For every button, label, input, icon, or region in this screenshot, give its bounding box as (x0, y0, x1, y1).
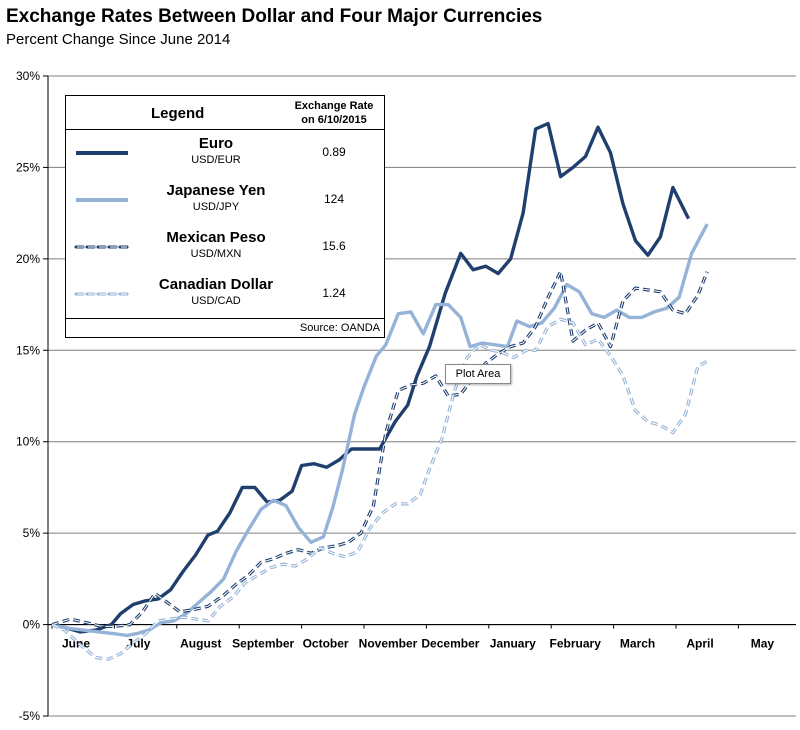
y-tick-labels: -5% 0% 5% 10% 15% 20% 25% 30% (16, 69, 40, 723)
legend-pair: USD/JPY (192, 201, 240, 213)
legend-swatch-euro (76, 151, 128, 155)
legend-swatch-cad (74, 292, 130, 296)
y-tick-label: 10% (16, 435, 40, 449)
series-line-inner-canadian-dollar (51, 318, 708, 660)
legend-swatch-yen (76, 198, 128, 202)
y-tick-label: 5% (23, 526, 41, 540)
series-lines (51, 121, 709, 661)
y-tick-label: -5% (19, 709, 41, 723)
series-line-inner-mexican-peso (51, 271, 708, 627)
x-tick-label: August (180, 637, 221, 651)
series-line-euro (51, 121, 691, 634)
x-tick-label: July (126, 637, 150, 651)
legend-source: Source: OANDA (66, 318, 384, 338)
x-tick-label: May (751, 637, 775, 651)
axes (43, 75, 796, 717)
x-tick-label: June (62, 637, 90, 651)
x-tick-label: January (490, 637, 536, 651)
legend-swatch-peso (74, 245, 130, 249)
x-tick-labels: June July August September October November De… (62, 637, 774, 651)
x-tick-label: September (232, 637, 294, 651)
legend-pair: USD/CAD (191, 295, 241, 307)
legend-rate: 1.24 (322, 286, 346, 300)
legend-name: Euro (198, 135, 234, 152)
legend-row-peso: Mexican Peso USD/MXN 15.6 (66, 224, 384, 272)
x-tick-label: December (421, 637, 479, 651)
source-text: Source: OANDA (299, 322, 380, 334)
y-tick-label: 20% (16, 252, 40, 266)
legend-rate-heading-line1: Exchange Rate (294, 100, 374, 112)
legend-rate: 0.89 (322, 145, 346, 159)
x-tick-label: February (550, 637, 602, 651)
x-tick-label: March (620, 637, 655, 651)
y-tick-label: 25% (16, 160, 40, 174)
legend-row-euro: Euro USD/EUR 0.89 (66, 130, 384, 178)
legend-pair: USD/EUR (191, 154, 241, 166)
series-line-canadian-dollar (51, 317, 708, 661)
x-tick-label: October (303, 637, 349, 651)
y-tick-label: 0% (23, 618, 41, 632)
series-line-japanese-yen (51, 223, 709, 638)
legend-box[interactable]: Legend Exchange Rate on 6/10/2015 Euro U… (65, 95, 385, 338)
legend-rate: 124 (323, 192, 345, 206)
legend-pair: USD/MXN (190, 248, 242, 260)
plot-area-tooltip: Plot Area (445, 364, 511, 384)
legend-name: Canadian Dollar (158, 276, 274, 293)
y-tick-label: 15% (16, 343, 40, 357)
legend-name: Mexican Peso (166, 229, 266, 246)
legend-row-cad: Canadian Dollar USD/CAD 1.24 (66, 271, 384, 319)
legend-row-yen: Japanese Yen USD/JPY 124 (66, 177, 384, 225)
y-tick-label: 30% (16, 69, 40, 83)
legend-rate: 15.6 (322, 239, 346, 253)
chart-title: Exchange Rates Between Dollar and Four M… (6, 6, 543, 27)
legend-rate-heading-line2: on 6/10/2015 (301, 114, 367, 126)
x-tick-label: November (359, 637, 418, 651)
legend-title: Legend (151, 105, 205, 122)
x-tick-label: April (686, 637, 713, 651)
legend-header: Legend Exchange Rate on 6/10/2015 (66, 96, 384, 130)
legend-name: Japanese Yen (166, 182, 266, 199)
legend-rate-heading: Exchange Rate on 6/10/2015 (288, 99, 380, 127)
chart-subtitle: Percent Change Since June 2014 (6, 31, 231, 48)
